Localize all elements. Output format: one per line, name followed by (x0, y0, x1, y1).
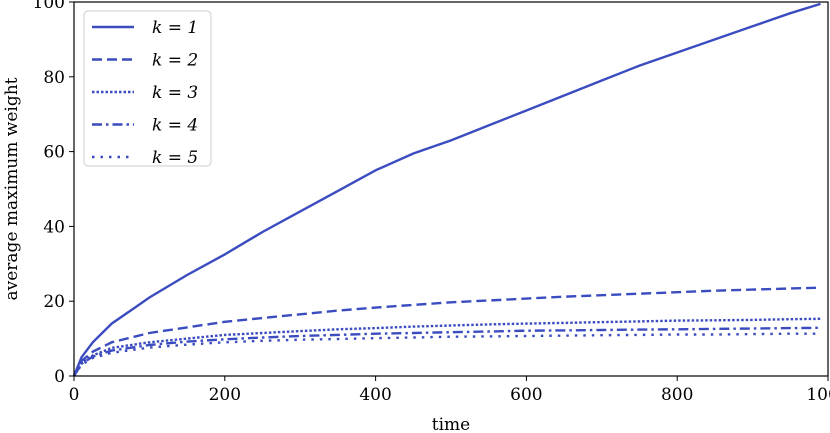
legend-label-k2: k = 2 (152, 51, 198, 71)
series-line-k2 (72, 286, 821, 377)
y-tick-label: 80 (43, 68, 65, 88)
x-tick-label: 800 (661, 385, 693, 405)
x-tick-label: 1000 (806, 385, 830, 405)
series-line-k1 (72, 2, 821, 377)
ticks: 0 200 400 600 800 1000 0 20 40 60 80 100 (33, 0, 830, 405)
legend-label-k1: k = 1 (152, 18, 198, 38)
y-tick-label: 20 (43, 292, 65, 312)
legend-label-k4: k = 4 (152, 116, 198, 136)
x-tick-label: 600 (510, 385, 542, 405)
legend-label-k5: k = 5 (152, 148, 198, 168)
x-tick-label: 0 (69, 385, 80, 405)
legend: k = 1 k = 2 k = 3 k = 4 k = 5 (83, 10, 212, 168)
x-tick-label: 400 (359, 385, 391, 405)
y-tick-label: 0 (54, 367, 65, 387)
y-tick-label: 60 (43, 143, 65, 163)
legend-box (83, 10, 212, 167)
plot-marks (72, 2, 821, 377)
y-tick-label: 100 (33, 0, 65, 13)
y-tick-label: 40 (43, 217, 65, 237)
x-tick-label: 200 (209, 385, 241, 405)
axes-frame (73, 1, 829, 377)
legend-label-k3: k = 3 (152, 83, 198, 103)
series-line-k3 (72, 317, 821, 377)
series-line-k5 (73, 332, 821, 377)
y-axis-label: average maximum weight (2, 77, 22, 300)
series-line-k4 (72, 326, 821, 377)
x-axis-label: time (432, 415, 470, 433)
